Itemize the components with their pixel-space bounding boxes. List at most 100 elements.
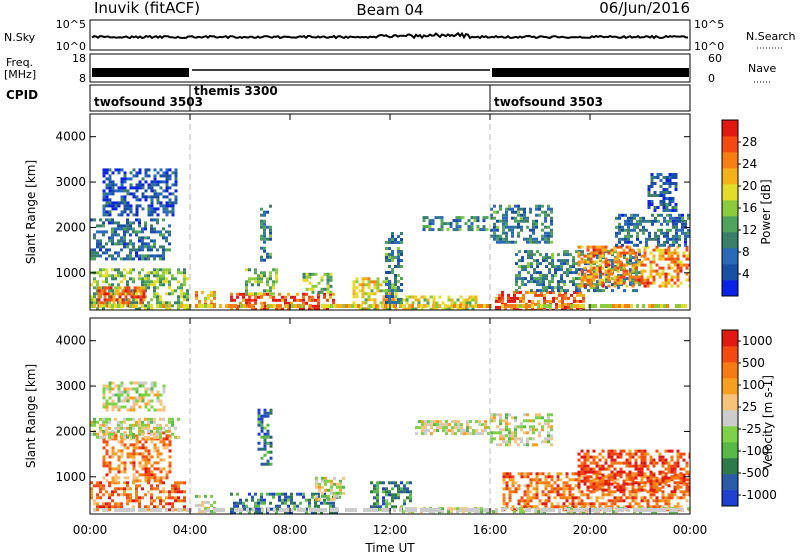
power-colorbar-swatch (722, 120, 738, 137)
cpid-label: CPID (6, 88, 38, 102)
velocity-ytick-label: 1000 (55, 470, 86, 484)
velocity-colorbar-tick: 100 (742, 378, 765, 392)
x-tick-label: 04:00 (173, 523, 208, 537)
power-ground-band (90, 304, 687, 308)
nave-label: Nave (748, 62, 776, 75)
velocity-echo-region (90, 481, 186, 512)
power-colorbar-swatch (722, 264, 738, 281)
power-echo-region (302, 272, 333, 294)
velocity-echo-region (577, 449, 690, 492)
power-colorbar-tick: 20 (742, 179, 757, 193)
velocity-colorbar-tick: 25 (742, 400, 757, 414)
velocity-colorbar-swatch (722, 426, 738, 443)
velocity-colorbar: 1000 500 100 25 -25 -100 -500 -1000 (721, 329, 777, 507)
beam-title: Beam 04 (356, 1, 423, 19)
freq-tick-bottom: 8 (79, 72, 86, 85)
power-colorbar-tick: 24 (742, 157, 757, 171)
velocity-colorbar-swatch (722, 346, 738, 363)
nsky-tick-top: 10^5 (56, 18, 86, 31)
velocity-echo-region (257, 408, 273, 466)
velocity-colorbar-tick: 500 (742, 356, 765, 370)
velocity-colorbar-swatch (722, 490, 738, 507)
power-echo-region (260, 204, 272, 262)
cpid-segment-3: twofsound 3503 (494, 95, 603, 109)
power-ytick-label: 1000 (55, 266, 86, 280)
x-tick-label: 00:00 (73, 523, 108, 537)
nave-tick-bottom: 0 (708, 72, 715, 85)
velocity-echo-region (415, 420, 490, 436)
velocity-colorbar-tick: -100 (742, 444, 769, 458)
power-echo-region (615, 213, 690, 247)
power-echo-region (422, 216, 489, 232)
power-colorbar: 4 8 12 16 20 24 28 (721, 119, 757, 297)
nsky-label: N.Sky (4, 31, 36, 44)
radar-title: Inuvik (fitACF) (94, 0, 200, 17)
velocity-colorbar-swatch (722, 458, 738, 475)
velocity-colorbar-tick: 1000 (742, 334, 773, 348)
power-ytick-label: 4000 (55, 130, 86, 144)
power-echo-region (230, 292, 335, 310)
velocity-panel: 1000 2000 3000 4000 Slant Range [km] (24, 317, 691, 515)
velocity-ground-band (93, 508, 684, 512)
cpid-segment-2: themis 3300 (194, 84, 278, 98)
power-echo-region (647, 173, 678, 212)
x-axis: 00:00 04:00 08:00 12:00 16:00 20:00 00:00 (73, 114, 708, 537)
power-ylabel: Slant Range [km] (24, 160, 38, 264)
power-echo-region (90, 218, 171, 261)
power-colorbar-tick: 28 (742, 135, 757, 149)
velocity-heatmap (90, 381, 690, 514)
power-colorbar-tick: 8 (742, 245, 750, 259)
velocity-echo-region (315, 476, 345, 501)
velocity-colorbar-swatch (722, 394, 738, 411)
power-echo-region (102, 168, 178, 217)
power-colorbar-tick: 12 (742, 223, 757, 237)
date-title: 06/Jun/2016 (599, 0, 690, 17)
power-echo-region (402, 295, 478, 310)
power-echo-region (245, 268, 278, 296)
velocity-ytick-label: 2000 (55, 424, 86, 438)
power-echo-region (577, 245, 690, 288)
x-tick-label: 00:00 (673, 523, 708, 537)
velocity-colorbar-label: Velocity [m s-1] (761, 375, 775, 469)
nsky-trace (91, 31, 688, 40)
velocity-echo-region (490, 413, 553, 447)
power-ytick-label: 3000 (55, 175, 86, 189)
power-colorbar-swatch (722, 248, 738, 265)
power-colorbar-swatch (722, 232, 738, 249)
velocity-echo-region (102, 381, 166, 412)
cpid-panel: CPID twofsound 3503 themis 3300 twofsoun… (6, 84, 691, 112)
velocity-colorbar-swatch (722, 330, 738, 347)
x-tick-label: 20:00 (573, 523, 608, 537)
x-tick-label: 08:00 (273, 523, 308, 537)
power-colorbar-label: Power [dB] (759, 179, 773, 244)
velocity-ytick-label: 3000 (55, 379, 86, 393)
power-colorbar-swatch (722, 184, 738, 201)
power-colorbar-swatch (722, 280, 738, 297)
power-echo-region (195, 290, 216, 306)
power-echo-region (495, 290, 585, 310)
velocity-colorbar-tick: -1000 (742, 488, 777, 502)
nsky-panel: N.Sky 10^5 10^0 10^5 10^0 N.Search (4, 18, 796, 53)
nsky-tick-bottom: 10^0 (56, 40, 86, 53)
nave-tick-top: 60 (708, 52, 722, 65)
power-colorbar-swatch (722, 152, 738, 169)
power-ytick-label: 2000 (55, 220, 86, 234)
power-colorbar-tick: 4 (742, 267, 750, 281)
power-colorbar-swatch (722, 216, 738, 233)
freq-band-3 (492, 68, 689, 77)
velocity-echo-region (230, 492, 341, 514)
velocity-echo-region (102, 431, 172, 483)
velocity-colorbar-swatch (722, 378, 738, 395)
velocity-colorbar-swatch (722, 474, 738, 491)
power-echo-region (385, 232, 403, 307)
power-echo-region (490, 204, 553, 244)
nsearch-label: N.Search (746, 30, 796, 43)
nsearch-tick-bottom: 10^0 (694, 40, 724, 53)
cpid-segment-1: twofsound 3503 (94, 95, 203, 109)
power-colorbar-swatch (722, 200, 738, 217)
velocity-ylabel: Slant Range [km] (24, 364, 38, 468)
nsearch-tick-top: 10^5 (694, 18, 724, 31)
velocity-colorbar-swatch (722, 362, 738, 379)
freq-tick-top: 18 (72, 52, 86, 65)
